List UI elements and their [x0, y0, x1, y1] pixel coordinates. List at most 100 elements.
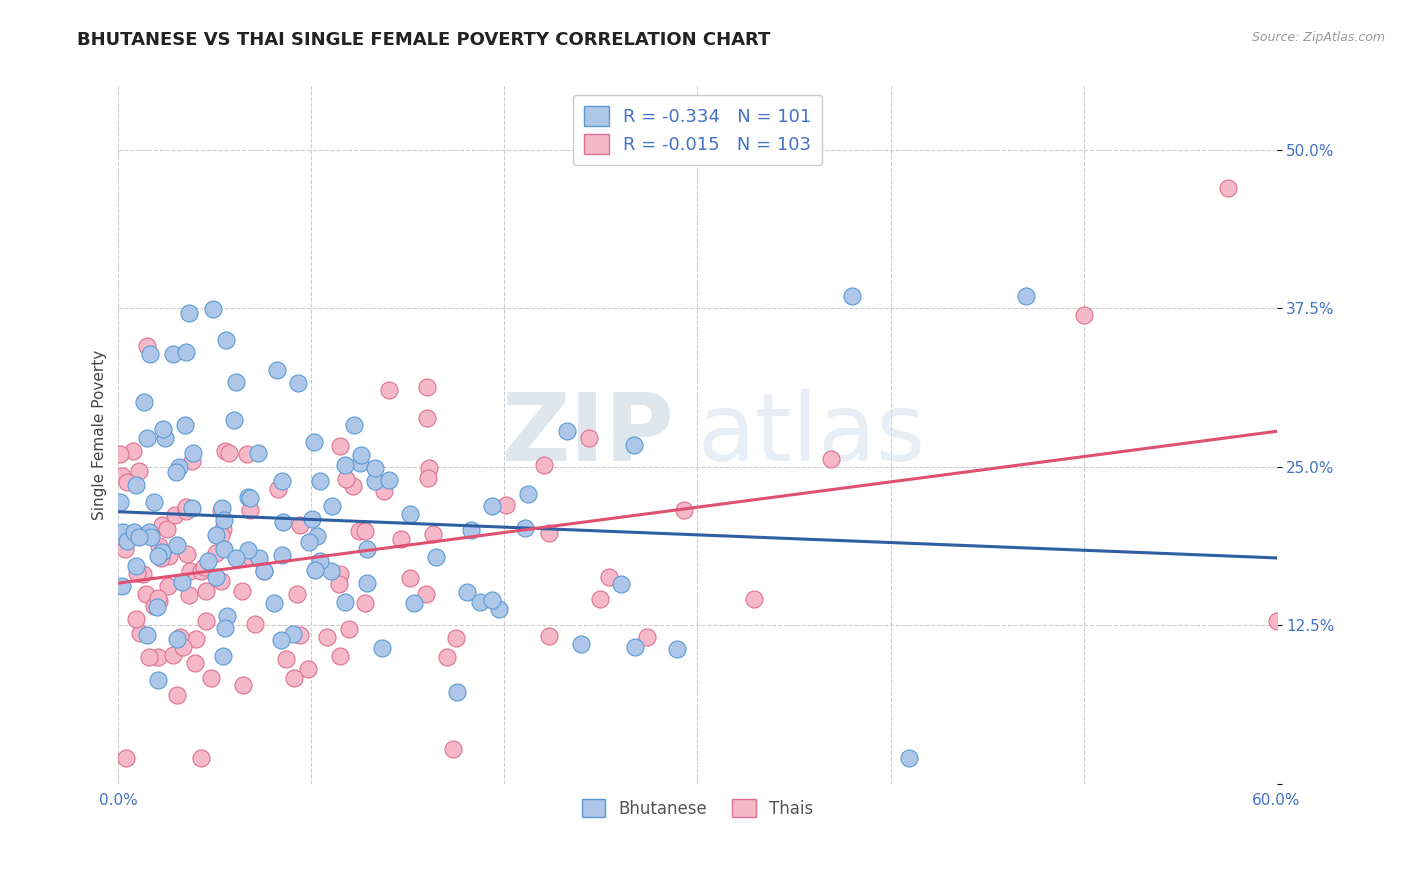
Point: [425, 549, 447, 564]
Point: [125, 612, 148, 626]
Point: [146, 549, 169, 563]
Point: [125, 558, 148, 573]
Point: [589, 591, 612, 606]
Point: [148, 594, 170, 608]
Point: [122, 524, 145, 539]
Point: [841, 288, 863, 302]
Point: [1218, 181, 1240, 195]
Point: [169, 459, 191, 474]
Point: [239, 550, 262, 565]
Point: [135, 628, 157, 642]
Point: [148, 591, 170, 605]
Point: [179, 565, 201, 579]
Point: [533, 458, 555, 472]
Point: [177, 588, 200, 602]
Point: [315, 630, 337, 644]
Point: [537, 629, 560, 643]
Point: [281, 626, 304, 640]
Point: [460, 523, 482, 537]
Point: [212, 513, 235, 527]
Point: [266, 362, 288, 376]
Point: [146, 673, 169, 687]
Point: [150, 517, 173, 532]
Point: [157, 579, 180, 593]
Point: [354, 596, 377, 610]
Point: [165, 465, 187, 479]
Point: [342, 418, 364, 433]
Point: [319, 564, 342, 578]
Text: BHUTANESE VS THAI SINGLE FEMALE POVERTY CORRELATION CHART: BHUTANESE VS THAI SINGLE FEMALE POVERTY …: [77, 31, 770, 49]
Point: [578, 431, 600, 445]
Point: [214, 621, 236, 635]
Point: [132, 395, 155, 409]
Point: [153, 431, 176, 445]
Point: [356, 541, 378, 556]
Point: [224, 375, 246, 389]
Point: [418, 461, 440, 475]
Point: [139, 530, 162, 544]
Point: [176, 547, 198, 561]
Point: [283, 671, 305, 685]
Point: [288, 628, 311, 642]
Point: [364, 474, 387, 488]
Point: [253, 564, 276, 578]
Point: [305, 529, 328, 543]
Point: [190, 751, 212, 765]
Point: [236, 447, 259, 461]
Point: [335, 472, 357, 486]
Point: [149, 551, 172, 566]
Point: [115, 475, 138, 490]
Point: [416, 380, 439, 394]
Point: [170, 574, 193, 589]
Point: [666, 641, 689, 656]
Point: [205, 547, 228, 561]
Point: [297, 662, 319, 676]
Point: [446, 684, 468, 698]
Point: [377, 383, 399, 397]
Point: [190, 565, 212, 579]
Point: [231, 583, 253, 598]
Point: [329, 439, 352, 453]
Point: [441, 742, 464, 756]
Point: [416, 471, 439, 485]
Point: [456, 585, 478, 599]
Point: [184, 632, 207, 646]
Point: [416, 411, 439, 425]
Point: [436, 650, 458, 665]
Point: [150, 545, 173, 559]
Point: [253, 564, 276, 578]
Point: [128, 626, 150, 640]
Point: [212, 649, 235, 664]
Point: [110, 495, 132, 509]
Point: [166, 538, 188, 552]
Point: [271, 474, 294, 488]
Point: [742, 591, 765, 606]
Point: [138, 650, 160, 665]
Point: [285, 587, 308, 601]
Point: [152, 422, 174, 436]
Point: [468, 595, 491, 609]
Point: [142, 495, 165, 509]
Point: [301, 512, 323, 526]
Point: [202, 301, 225, 316]
Point: [481, 499, 503, 513]
Point: [302, 435, 325, 450]
Point: [373, 483, 395, 498]
Point: [162, 347, 184, 361]
Point: [111, 468, 134, 483]
Point: [422, 526, 444, 541]
Point: [637, 630, 659, 644]
Point: [247, 550, 270, 565]
Point: [354, 524, 377, 538]
Point: [495, 498, 517, 512]
Point: [598, 570, 620, 584]
Point: [270, 632, 292, 647]
Point: [194, 583, 217, 598]
Point: [215, 609, 238, 624]
Point: [1073, 308, 1095, 322]
Point: [122, 443, 145, 458]
Point: [378, 473, 401, 487]
Point: [389, 532, 412, 546]
Point: [205, 570, 228, 584]
Point: [180, 454, 202, 468]
